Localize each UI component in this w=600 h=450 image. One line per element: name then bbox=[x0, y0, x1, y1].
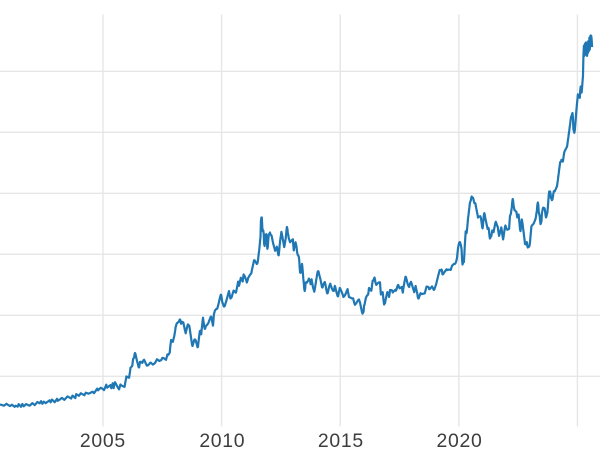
svg-text:2005: 2005 bbox=[80, 430, 126, 450]
svg-text:2015: 2015 bbox=[318, 430, 364, 450]
svg-text:2010: 2010 bbox=[199, 430, 245, 450]
svg-text:2020: 2020 bbox=[437, 430, 483, 450]
